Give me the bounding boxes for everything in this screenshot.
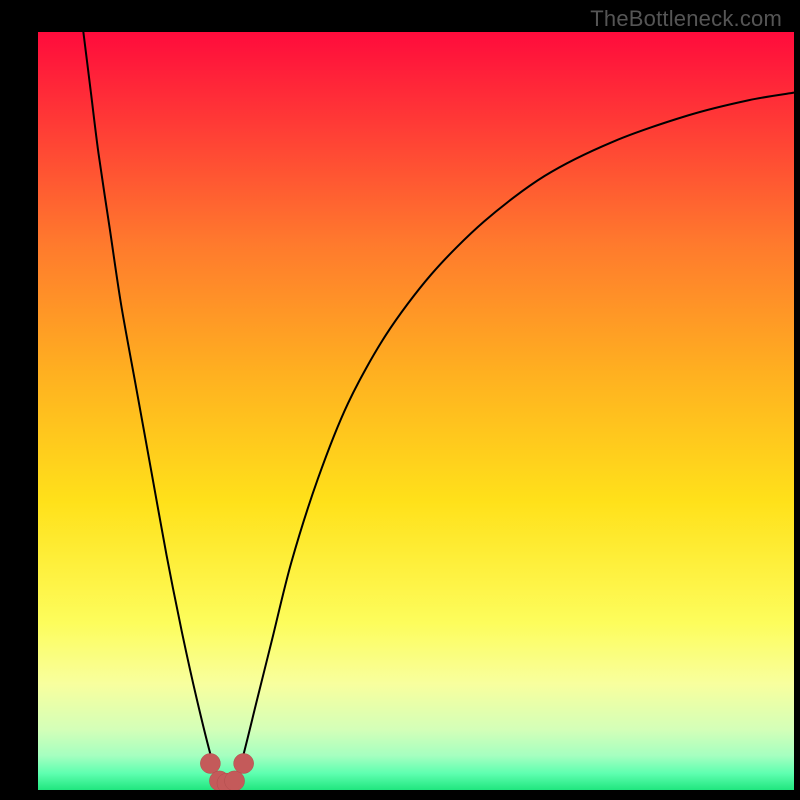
trough-marker — [200, 753, 220, 773]
outer-frame: TheBottleneck.com — [0, 0, 800, 800]
trough-marker — [225, 771, 245, 790]
watermark-text: TheBottleneck.com — [590, 6, 782, 32]
trough-marker — [234, 753, 254, 773]
bottleneck-chart — [38, 32, 794, 790]
chart-background — [38, 32, 794, 790]
